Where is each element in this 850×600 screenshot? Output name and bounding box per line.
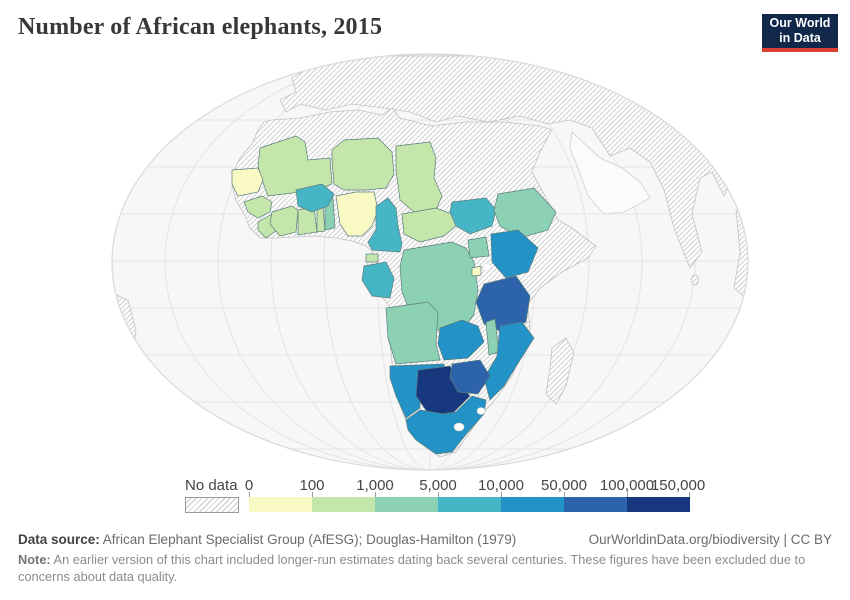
country-senegal[interactable] (231, 167, 264, 197)
country-ethiopia[interactable] (493, 187, 557, 239)
data-source-label: Data source: (18, 532, 100, 547)
legend-tick-3: 5,000 (419, 477, 457, 494)
note-line: Note: An earlier version of this chart i… (18, 551, 832, 585)
country-rwanda[interactable] (471, 265, 482, 277)
legend-segment[interactable] (501, 497, 564, 512)
country-cote-divoire[interactable] (269, 205, 299, 237)
legend-tickmark (501, 492, 502, 497)
island-madagascar (545, 337, 575, 405)
legend-tick-2: 1,000 (356, 477, 394, 494)
country-mozambique[interactable] (483, 321, 535, 401)
legend-no-data[interactable]: No data (185, 477, 239, 513)
country-zimbabwe[interactable] (449, 359, 491, 395)
legend-tick-5: 50,000 (541, 477, 587, 494)
legend-tickmark (375, 492, 376, 497)
owid-logo-line2: in Data (779, 31, 821, 45)
landmass-arabia (569, 131, 651, 215)
legend-no-data-swatch (185, 497, 239, 513)
legend-segment[interactable] (564, 497, 627, 512)
legend-tick-1: 100 (299, 477, 325, 494)
legend-tickmark (438, 492, 439, 497)
legend-segment[interactable] (312, 497, 375, 512)
country-botswana[interactable] (415, 365, 471, 417)
legend-tickmark (249, 492, 250, 497)
country-central-african-republic[interactable] (401, 207, 457, 243)
landmass-north-america (137, 55, 239, 107)
legend-tickmark (312, 492, 313, 497)
country-lesotho-hole (453, 422, 465, 432)
country-gabon[interactable] (361, 261, 395, 299)
data-source-line: Data source: African Elephant Specialist… (18, 531, 516, 548)
legend-segment[interactable] (249, 497, 312, 512)
country-uganda[interactable] (467, 236, 490, 259)
legend-tickmark (627, 492, 628, 497)
legend-colorbar: 0 100 1,000 5,000 10,000 50,000 100,000 … (245, 477, 705, 513)
legend-segments (249, 497, 690, 512)
note-label: Note: (18, 552, 51, 567)
lake-victoria (482, 262, 492, 272)
note-text: An earlier version of this chart include… (18, 552, 806, 584)
legend-segment[interactable] (375, 497, 438, 512)
chart-footer: Data source: African Elephant Specialist… (18, 531, 832, 585)
country-guinea[interactable] (243, 195, 273, 219)
legend-tickmark (564, 492, 565, 497)
country-angola[interactable] (385, 301, 441, 365)
owid-logo[interactable]: Our World in Data (762, 14, 838, 52)
legend-segment[interactable] (627, 497, 690, 512)
legend-segment[interactable] (438, 497, 501, 512)
country-cameroon[interactable] (367, 197, 403, 253)
legend-no-data-label: No data (185, 477, 238, 494)
country-south-sudan[interactable] (449, 197, 497, 235)
country-zambia[interactable] (437, 319, 485, 361)
data-source-text: African Elephant Specialist Group (AfESG… (99, 532, 517, 547)
owid-logo-line1: Our World (769, 16, 831, 30)
legend-tick-7: 150,000 (650, 477, 706, 494)
legend-tickmark (689, 492, 690, 497)
attribution-link[interactable]: OurWorldinData.org/biodiversity | CC BY (588, 532, 832, 547)
country-nigeria[interactable] (335, 191, 379, 237)
legend-tick-4: 10,000 (478, 477, 524, 494)
legend-tick-0: 0 (244, 477, 254, 494)
map-legend: No data 0 100 1,000 5,000 10,000 50,000 … (0, 477, 850, 517)
island-sri-lanka (691, 274, 699, 286)
country-kenya[interactable] (490, 229, 539, 279)
country-niger[interactable] (331, 137, 395, 191)
country-equatorial-guinea[interactable] (365, 253, 379, 263)
globe-rim (111, 53, 749, 471)
country-eswatini-hole (476, 407, 486, 415)
country-chad[interactable] (395, 141, 443, 213)
page-title: Number of African elephants, 2015 (18, 14, 383, 40)
country-burkina-faso[interactable] (295, 183, 335, 213)
legend-tick-6: 100,000 (599, 477, 655, 494)
